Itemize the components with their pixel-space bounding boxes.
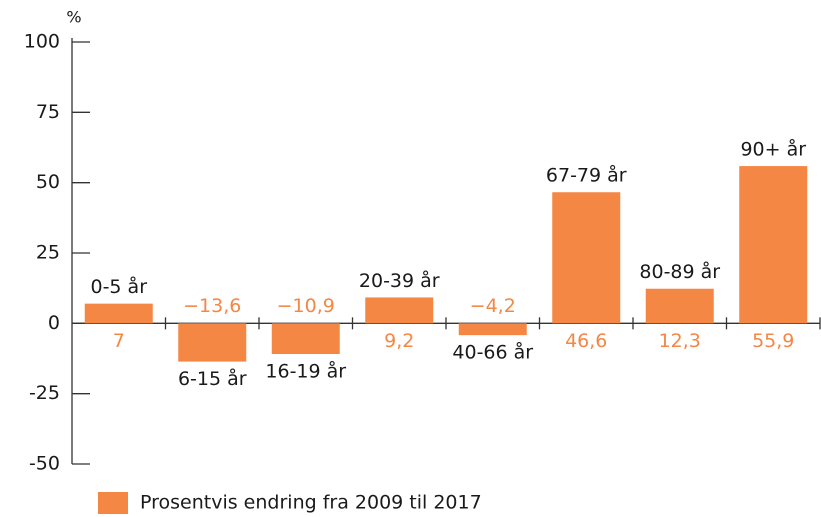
value-label: 46,6 [565,330,607,352]
category-label: 67-79 år [546,164,627,187]
category-label: 16-19 år [265,359,346,382]
value-label: 55,9 [752,330,794,352]
bar [365,297,434,324]
bar [271,323,340,354]
bar [552,192,621,324]
value-label: −4,2 [470,295,516,317]
value-label: 12,3 [659,330,701,352]
y-tick-label: 0 [48,312,60,334]
bar [178,323,247,362]
category-label: 80-89 år [639,260,720,283]
y-axis-label: % [66,8,81,27]
bar [458,323,527,336]
value-label: −13,6 [183,295,241,317]
y-tick-label: 75 [36,101,60,123]
value-label: −10,9 [277,295,335,317]
value-label: 7 [113,330,125,352]
legend-swatch [98,492,128,514]
bar [739,166,808,324]
category-label: 40-66 år [452,341,533,364]
y-tick-label: 50 [36,171,60,193]
category-label: 0-5 år [90,275,147,298]
y-tick-label: -50 [29,453,60,475]
bar [645,288,714,324]
category-label: 20-39 år [359,269,440,292]
legend-label: Prosentvis endring fra 2009 til 2017 [140,492,482,514]
y-tick-label: 25 [36,242,60,264]
bar [84,303,153,324]
category-label: 6-15 år [178,367,247,390]
value-label: 9,2 [384,330,414,352]
y-tick-label: -25 [29,382,60,404]
category-label: 90+ år [740,138,806,161]
y-tick-label: 100 [24,31,60,53]
